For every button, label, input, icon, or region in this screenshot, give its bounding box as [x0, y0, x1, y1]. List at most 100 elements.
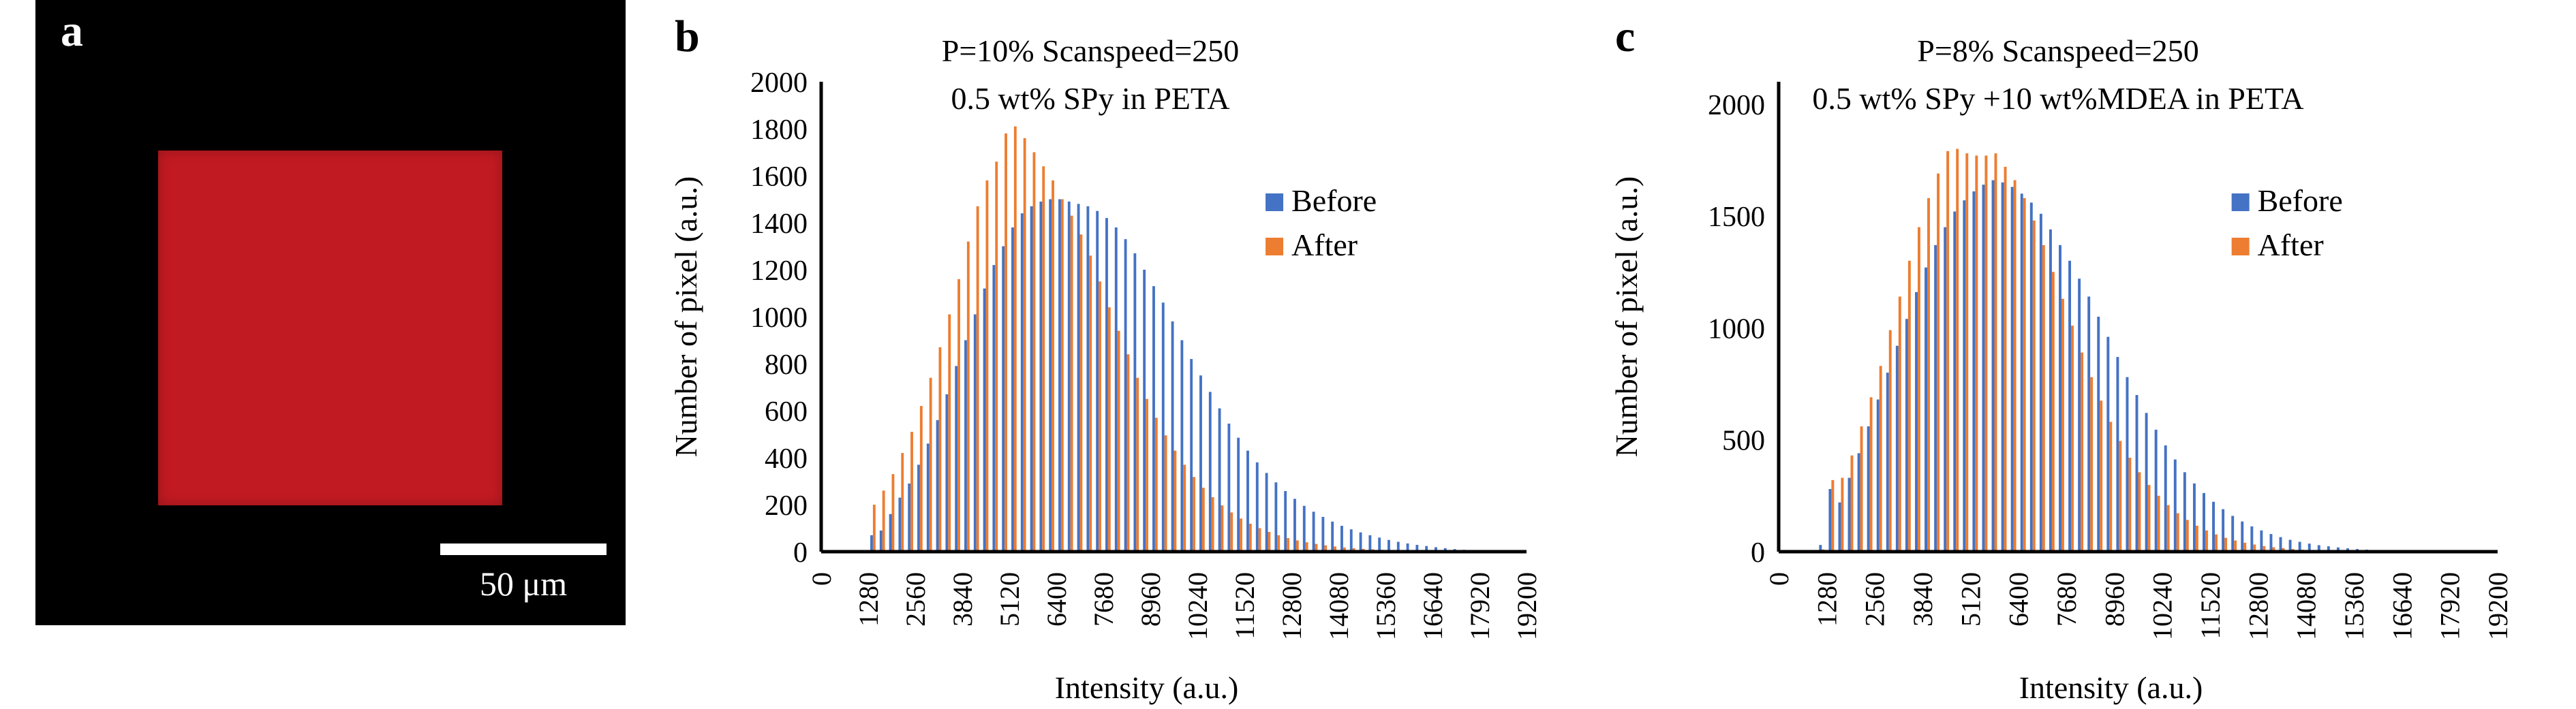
- fluorescent-square: [158, 151, 502, 505]
- bar-before-4864: [1002, 246, 1005, 552]
- bar-after-2560: [1879, 366, 1882, 552]
- bar-before-15872: [1406, 543, 1409, 552]
- bar-after-6144: [1052, 180, 1054, 552]
- bar-after-6400: [1060, 199, 1064, 552]
- bar-after-14336: [1352, 548, 1355, 552]
- bar-after-2304: [1869, 397, 1873, 552]
- legend-label-after: After: [2258, 227, 2324, 262]
- bar-after-1792: [891, 474, 895, 552]
- bar-before-12032: [1265, 473, 1268, 552]
- bar-before-6400: [1058, 199, 1061, 552]
- bar-before-14592: [2327, 546, 2330, 552]
- legend-swatch-after: [1266, 238, 1284, 255]
- x-axis-label: Intensity (a.u.): [1055, 670, 1239, 705]
- bar-after-11776: [1258, 528, 1261, 552]
- bar-after-11264: [1240, 518, 1242, 552]
- x-tick-label: 5120: [994, 572, 1025, 627]
- bar-after-1536: [882, 490, 885, 552]
- legend-swatch-before: [2231, 193, 2250, 211]
- bar-after-11776: [2224, 537, 2228, 552]
- bar-after-12032: [1268, 532, 1271, 552]
- bar-after-3072: [938, 347, 942, 552]
- bar-after-4608: [1956, 148, 1959, 552]
- bar-after-9984: [2157, 495, 2160, 552]
- bar-before-7424: [2059, 245, 2061, 552]
- panel-letter: b: [675, 12, 700, 61]
- bar-after-4096: [1937, 173, 1940, 552]
- y-tick-label: 1600: [750, 161, 808, 193]
- bar-before-9216: [2126, 377, 2129, 552]
- bar-before-12544: [1284, 490, 1287, 552]
- bar-after-10240: [1201, 488, 1205, 552]
- bar-after-9216: [1164, 435, 1167, 552]
- x-tick-label: 3840: [947, 572, 978, 627]
- bar-before-9728: [2145, 413, 2148, 552]
- bar-after-5376: [1023, 138, 1026, 552]
- bar-before-3840: [1925, 267, 1928, 552]
- y-axis-label: Number of pixel (a.u.): [1609, 176, 1644, 458]
- bar-before-11264: [1237, 437, 1240, 552]
- y-tick-label: 800: [765, 349, 808, 381]
- bar-before-14848: [2336, 547, 2340, 552]
- bar-after-7680: [1107, 307, 1111, 552]
- bar-after-7424: [1099, 281, 1101, 552]
- bar-before-8448: [1133, 253, 1137, 552]
- bar-before-8192: [2087, 296, 2091, 552]
- legend-label-before: Before: [1291, 183, 1377, 218]
- bar-before-7936: [1114, 227, 1118, 552]
- bar-before-3584: [1915, 292, 1918, 552]
- bar-after-11520: [1248, 523, 1252, 552]
- y-tick-label: 0: [1751, 537, 1765, 569]
- x-tick-label: 12800: [1276, 572, 1307, 640]
- y-tick-label: 1800: [750, 114, 808, 146]
- legend-label-before: Before: [2258, 183, 2343, 218]
- chart-subtitle: 0.5 wt% SPy +10 wt%MDEA in PETA: [1812, 81, 2303, 116]
- bar-before-14080: [2307, 543, 2311, 552]
- bar-after-5120: [1975, 155, 1978, 552]
- panel-a-letter: a: [61, 6, 83, 56]
- bar-before-1792: [1847, 477, 1851, 552]
- y-axis-label: Number of pixel (a.u.): [669, 176, 703, 458]
- bar-before-11520: [1246, 450, 1249, 552]
- bar-after-13056: [2272, 547, 2275, 552]
- bar-before-5120: [1972, 191, 1976, 552]
- bar-before-14336: [2317, 545, 2320, 552]
- bar-after-1280: [1831, 479, 1835, 552]
- x-tick-label: 1280: [1811, 572, 1842, 627]
- bar-before-2304: [1867, 426, 1870, 552]
- bar-after-12800: [2263, 546, 2266, 552]
- bar-before-7168: [1086, 206, 1090, 552]
- bar-before-4352: [983, 288, 986, 552]
- histogram-chart-b: b P=10% Scanspeed=250 0.5 wt% SPy in PETA 0…: [669, 12, 1542, 705]
- bar-after-12544: [2253, 544, 2256, 552]
- bar-before-9984: [1190, 359, 1193, 552]
- bar-after-11008: [2195, 525, 2198, 552]
- y-tick-label: 500: [1722, 426, 1765, 457]
- bar-before-16896: [1443, 548, 1447, 552]
- bar-before-16384: [1425, 546, 1428, 552]
- bar-before-2304: [908, 483, 911, 552]
- bar-before-7680: [2068, 260, 2072, 552]
- bar-before-13056: [1302, 505, 1306, 552]
- x-tick-label: 14080: [1323, 572, 1354, 640]
- bar-after-2304: [910, 432, 913, 552]
- bar-before-6656: [2029, 202, 2033, 552]
- bar-after-5632: [1994, 153, 1997, 552]
- bar-after-2048: [1860, 426, 1863, 552]
- bar-before-15104: [1378, 537, 1381, 552]
- bar-after-1536: [1841, 477, 1844, 552]
- x-tick-label: 17920: [2435, 572, 2466, 640]
- y-tick-label: 1000: [750, 302, 808, 334]
- bar-before-2048: [1857, 453, 1860, 552]
- bar-before-3328: [945, 394, 949, 552]
- bar-before-7680: [1105, 218, 1108, 552]
- bar-before-8704: [2106, 336, 2110, 552]
- bar-before-3840: [964, 340, 967, 552]
- x-tick-label: 5120: [1955, 572, 1986, 627]
- bar-before-2816: [1886, 373, 1889, 552]
- x-tick-label: 10240: [2147, 572, 2178, 640]
- bar-after-4608: [995, 161, 998, 552]
- y-tick-label: 1500: [1708, 202, 1765, 233]
- bar-before-5376: [1982, 185, 1985, 552]
- bar-before-13056: [2269, 534, 2273, 552]
